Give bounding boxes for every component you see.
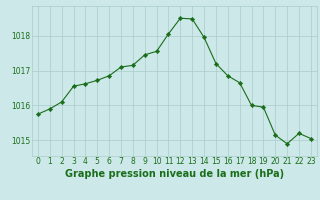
X-axis label: Graphe pression niveau de la mer (hPa): Graphe pression niveau de la mer (hPa) xyxy=(65,169,284,179)
